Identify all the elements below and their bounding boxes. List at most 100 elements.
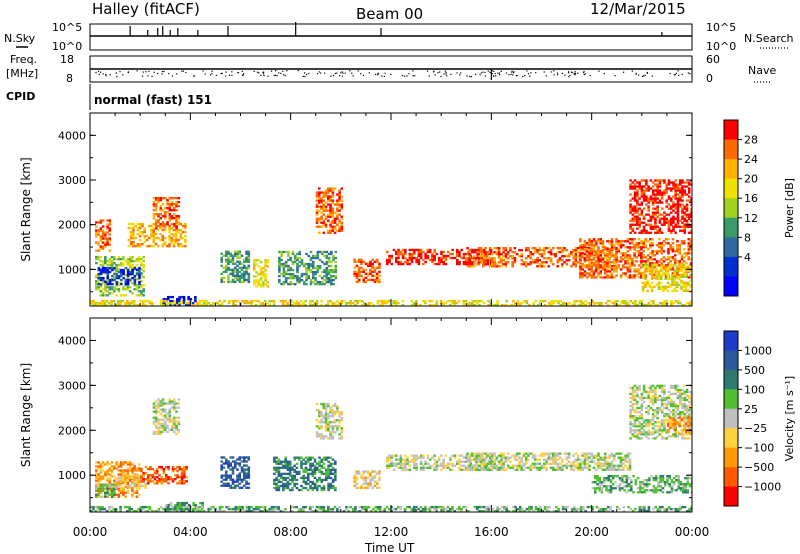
- range-cell: [671, 263, 674, 266]
- range-cell: [660, 217, 664, 220]
- range-cell: [115, 282, 119, 286]
- range-cell: [316, 478, 319, 482]
- range-cell: [330, 264, 333, 268]
- range-cell: [647, 209, 650, 212]
- range-cell: [316, 268, 320, 272]
- range-cell: [163, 426, 167, 429]
- range-cell: [113, 286, 116, 289]
- range-cell: [651, 189, 655, 192]
- range-cell: [687, 238, 691, 241]
- range-cell: [284, 478, 287, 482]
- range-cell: [155, 470, 159, 473]
- range-cell: [297, 488, 301, 492]
- range-cell: [672, 229, 675, 232]
- range-cell: [615, 252, 618, 255]
- range-cell: [324, 209, 328, 212]
- range-cell: [686, 265, 690, 268]
- range-cell: [132, 301, 136, 305]
- nave-dot: [491, 70, 493, 72]
- range-cell: [150, 230, 153, 234]
- range-cell: [282, 268, 286, 272]
- range-cell: [135, 491, 139, 494]
- range-cell: [641, 273, 645, 276]
- range-cell: [293, 482, 296, 486]
- range-cell: [119, 257, 123, 261]
- range-cell: [329, 464, 333, 467]
- range-cell: [183, 505, 186, 509]
- range-cell: [117, 284, 121, 287]
- range-cell: [97, 485, 100, 488]
- range-cell: [592, 240, 596, 243]
- range-cell: [293, 474, 296, 478]
- range-cell: [141, 299, 145, 303]
- range-cell: [144, 486, 147, 489]
- range-cell: [557, 299, 560, 303]
- range-cell: [646, 248, 650, 251]
- nsky-tick-top: 10^5: [52, 21, 82, 34]
- range-cell: [334, 268, 338, 272]
- range-cell: [633, 274, 636, 277]
- range-cell: [299, 299, 303, 303]
- range-cell: [509, 303, 513, 307]
- range-cell: [640, 256, 643, 259]
- range-cell: [322, 402, 326, 406]
- range-cell: [373, 476, 377, 479]
- range-cell: [222, 474, 226, 477]
- range-cell: [115, 280, 119, 284]
- range-cell: [676, 215, 680, 218]
- range-cell: [129, 234, 133, 238]
- range-cell: [600, 301, 603, 305]
- range-cell: [277, 468, 281, 471]
- range-cell: [406, 260, 409, 264]
- range-cell: [140, 478, 143, 481]
- range-cell: [117, 484, 120, 487]
- range-cell: [306, 478, 310, 482]
- range-cell: [302, 301, 305, 305]
- range-cell: [108, 280, 112, 284]
- range-cell: [401, 299, 405, 303]
- range-cell: [606, 240, 609, 243]
- range-cell: [585, 244, 589, 247]
- range-cell: [690, 203, 692, 206]
- range-cell: [224, 260, 228, 263]
- range-cell: [524, 261, 528, 264]
- range-cell: [153, 482, 157, 485]
- range-cell: [104, 233, 107, 236]
- range-cell: [95, 465, 98, 468]
- range-cell: [541, 299, 545, 303]
- range-cell: [424, 256, 427, 260]
- range-cell: [415, 462, 418, 465]
- nave-dot: [136, 70, 138, 72]
- range-cell: [288, 460, 292, 463]
- range-cell: [103, 303, 107, 307]
- range-cell: [231, 456, 235, 459]
- range-cell: [378, 303, 382, 307]
- range-cell: [231, 268, 235, 272]
- range-cell: [556, 251, 560, 254]
- range-cell: [373, 474, 377, 477]
- range-cell: [119, 491, 123, 494]
- range-cell: [163, 422, 167, 425]
- range-cell: [305, 252, 308, 256]
- range-cell: [280, 264, 283, 268]
- range-cell: [144, 299, 147, 303]
- range-cell: [597, 256, 600, 259]
- range-cell: [652, 301, 655, 305]
- range-cell: [682, 265, 686, 268]
- range-cell: [157, 406, 160, 409]
- range-cell: [333, 219, 337, 222]
- range-cell: [655, 250, 659, 253]
- range-cell: [279, 299, 283, 303]
- range-cell: [162, 478, 166, 481]
- range-cell: [247, 260, 251, 263]
- range-cell: [157, 430, 160, 434]
- range-cell: [669, 205, 673, 208]
- range-cell: [606, 303, 610, 307]
- range-cell: [106, 473, 109, 476]
- range-cell: [626, 246, 630, 249]
- range-cell: [238, 250, 242, 253]
- range-cell: [667, 221, 671, 224]
- range-cell: [142, 284, 145, 287]
- range-cell: [115, 257, 118, 261]
- range-cell: [462, 262, 466, 266]
